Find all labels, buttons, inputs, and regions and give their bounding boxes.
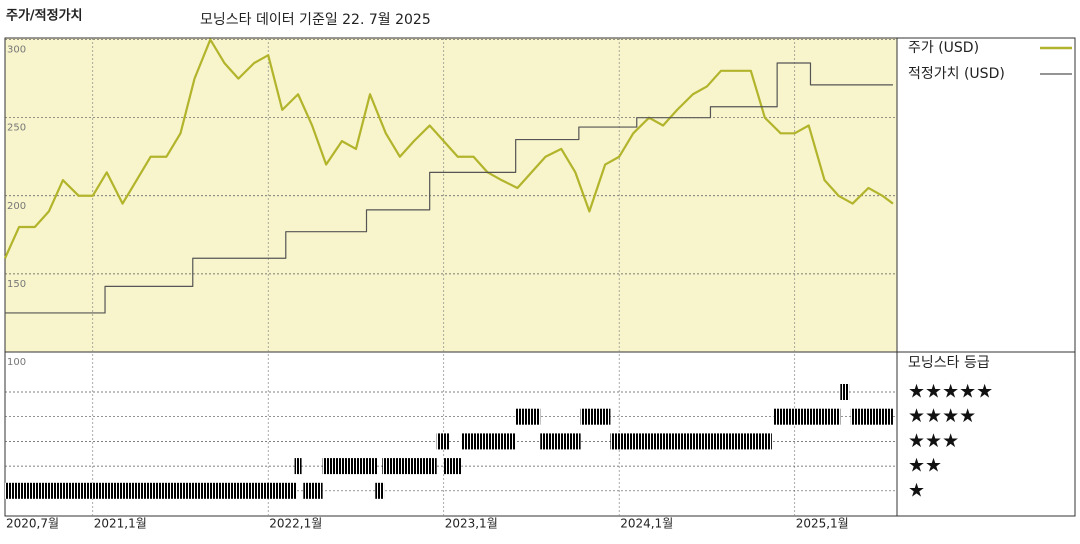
plot-area (5, 38, 897, 352)
ratings-title: 모닝스타 등급 (908, 355, 990, 371)
y-tick-label: 250 (7, 123, 26, 134)
fair-value-line (5, 62, 893, 314)
rating-period (443, 458, 462, 475)
rating-label: ★★★ (908, 430, 959, 452)
price-line (3, 38, 894, 259)
chart-title: 주가/적정가치 (6, 8, 83, 24)
rating-period (382, 458, 437, 475)
rating-period (461, 433, 516, 450)
rating-period (610, 433, 772, 450)
y-tick-label: 300 (7, 45, 26, 56)
legend-label: 주가 (USD) (908, 40, 979, 56)
x-tick-label: 2023,1월 (445, 517, 498, 531)
rating-period (515, 408, 541, 425)
y-tick-label: 150 (7, 279, 26, 290)
rating-period (840, 384, 850, 400)
rating-label: ★★ (908, 455, 942, 477)
rating-period (322, 458, 378, 475)
rating-label: ★ (908, 479, 925, 501)
rating-period (580, 408, 611, 425)
x-tick-label: 2024,1월 (620, 517, 673, 531)
rating-period (436, 433, 449, 450)
rating-label: ★★★★ (908, 405, 976, 427)
x-tick-label: 2025,1월 (796, 517, 849, 531)
x-tick-label: 2022,1월 (269, 517, 322, 531)
rating-period (375, 482, 385, 499)
y-tick-label: 100 (7, 357, 26, 368)
x-tick-label: 2021,1월 (94, 517, 147, 531)
frame (4, 37, 1076, 517)
y-tick-label: 200 (7, 201, 26, 212)
rating-period (540, 433, 581, 450)
rating-period (850, 408, 893, 425)
x-tick-label: 2020,7월 (6, 517, 59, 531)
rating-period (303, 482, 323, 499)
rating-label: ★★★★★ (908, 381, 993, 403)
rating-period (294, 458, 302, 475)
legend-label: 적정가치 (USD) (908, 66, 1005, 82)
rating-period (5, 482, 297, 499)
rating-period (773, 408, 841, 425)
chart-subtitle: 모닝스타 데이터 기준일 22. 7월 2025 (200, 12, 431, 28)
